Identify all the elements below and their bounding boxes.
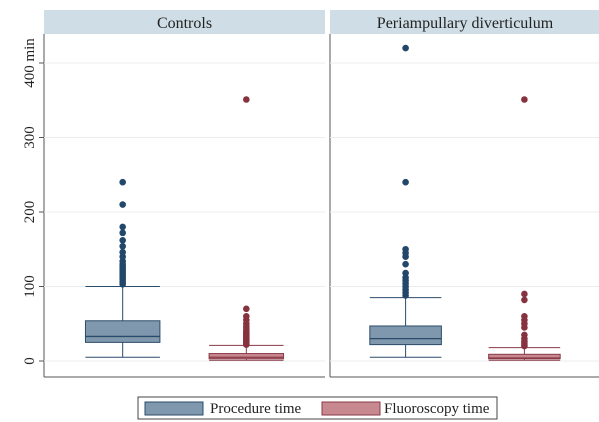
panel-1: Periampullary diverticulum — [329, 10, 599, 378]
iqr-box — [488, 353, 561, 360]
y-tick-label: 300 — [22, 126, 38, 149]
panel-header — [330, 10, 599, 34]
legend: Procedure time Fluoroscopy time — [137, 396, 498, 420]
outlier-point — [402, 178, 409, 186]
panel-header — [44, 10, 325, 34]
panel-title: Periampullary diverticulum — [377, 15, 554, 32]
outlier-point — [521, 96, 528, 103]
iqr-box — [369, 325, 442, 346]
outlier-point — [119, 248, 126, 256]
legend-box — [137, 396, 498, 420]
y-tick-label: 200 — [22, 201, 38, 224]
outlier-point — [119, 242, 126, 250]
outlier-point — [402, 44, 409, 52]
y-tick-label: 0 — [22, 357, 38, 365]
procedure-box — [369, 44, 442, 358]
outlier-point — [521, 290, 528, 298]
outlier-point — [521, 296, 528, 304]
outlier-point — [521, 331, 528, 339]
panel-0: Controls — [43, 10, 325, 378]
outlier-point — [521, 313, 528, 320]
panel-title: Controls — [157, 15, 212, 32]
y-tick-label: 400 min — [22, 38, 38, 88]
outlier-point — [243, 96, 250, 103]
fluoroscopy-box — [208, 96, 285, 361]
outlier-point — [119, 223, 126, 231]
outlier-point — [402, 245, 409, 253]
outlier-point — [243, 305, 250, 313]
fluoroscopy-legend-label: Fluoroscopy time — [384, 401, 490, 417]
procedure-legend-swatch — [144, 401, 204, 416]
procedure-box — [84, 178, 161, 358]
outlier-point — [243, 313, 250, 320]
fluoroscopy-legend-swatch — [321, 401, 381, 416]
outlier-point — [119, 237, 126, 244]
fluoroscopy-box — [488, 96, 561, 361]
outlier-point — [402, 269, 409, 277]
iqr-box — [208, 353, 285, 360]
procedure-legend-label: Procedure time — [210, 401, 302, 417]
iqr-box — [84, 320, 161, 343]
outlier-point — [402, 260, 409, 268]
y-tick-label: 100 — [22, 275, 38, 298]
panels: Controls Periampullary diverticulum — [43, 10, 599, 378]
outlier-point — [119, 201, 126, 208]
y-axis: 0 100 200 300 400 min — [22, 38, 44, 365]
outlier-point — [119, 178, 126, 186]
outlier-point — [119, 229, 126, 237]
